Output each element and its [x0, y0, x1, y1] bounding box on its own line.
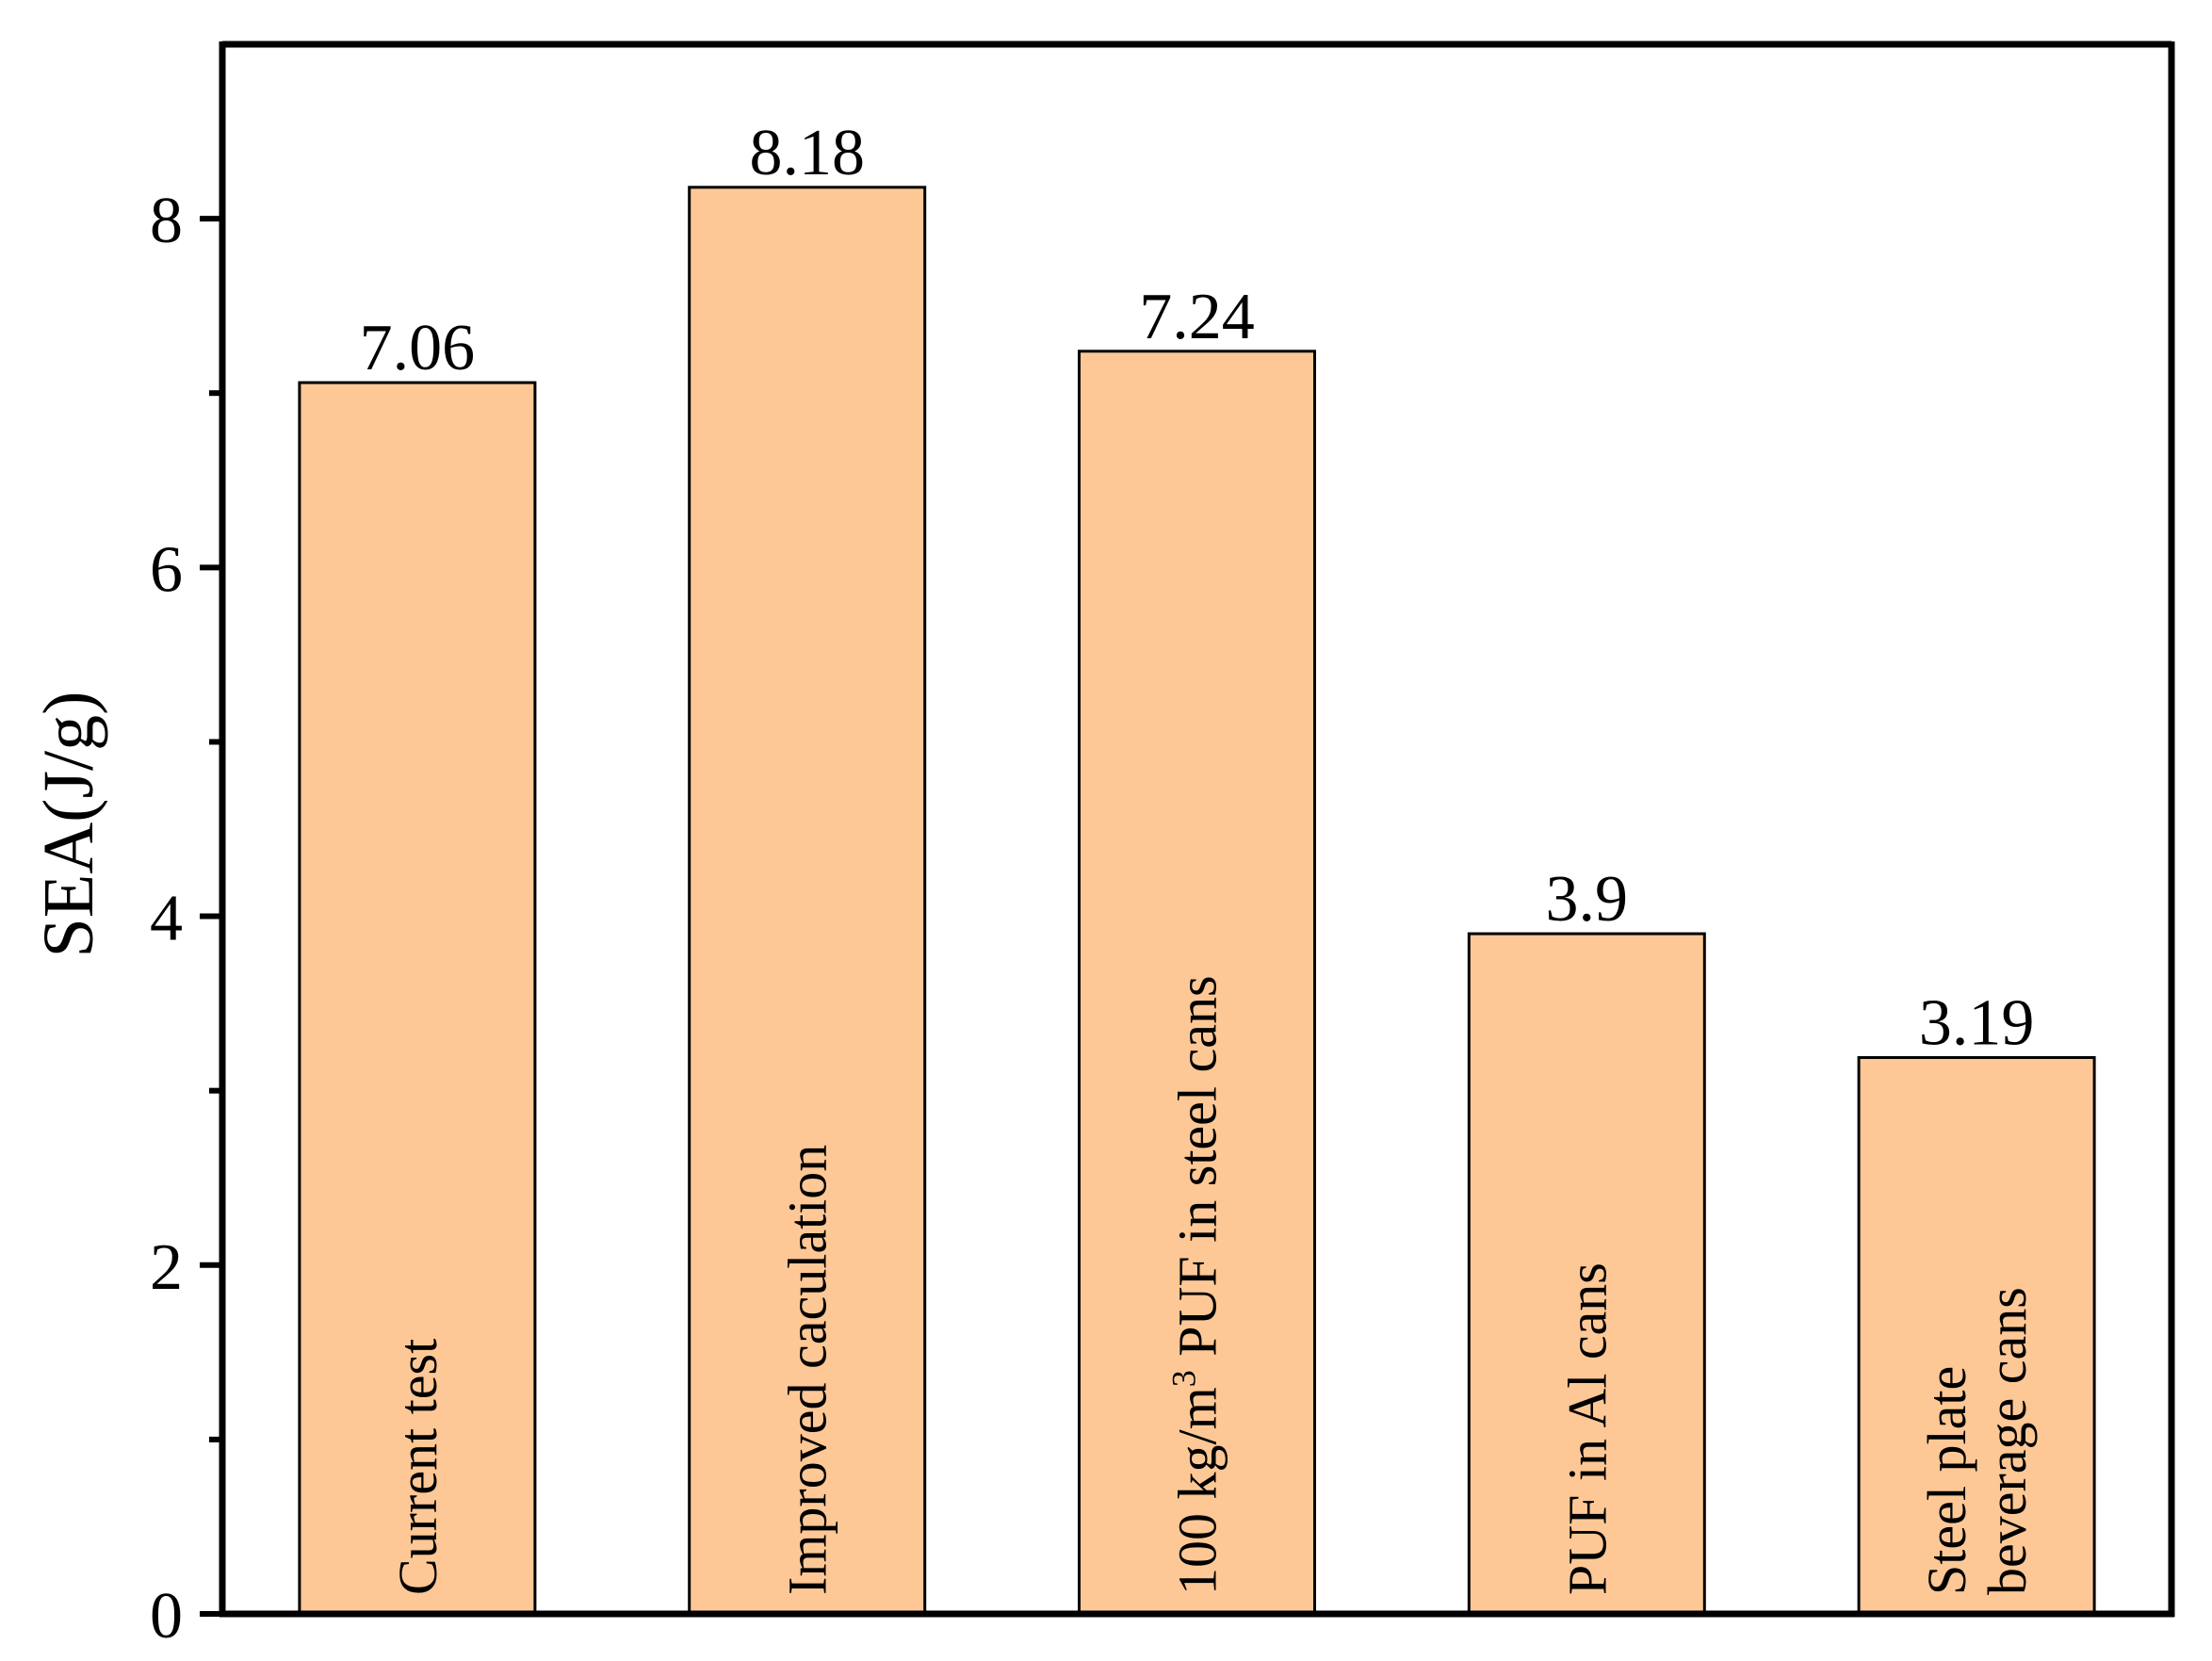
category-label: beverage cans [1976, 1287, 2038, 1595]
data-label: 3.19 [1919, 986, 2035, 1059]
category-label: Steel plate [1916, 1366, 1977, 1595]
data-label: 7.24 [1139, 281, 1255, 353]
y-axis: 0 2 4 6 8 [150, 185, 222, 1653]
category-label: Improved caculation [777, 1145, 838, 1595]
category-label: PUF in Al cans [1556, 1262, 1618, 1595]
category-label: Current test [387, 1339, 448, 1595]
y-tick-label: 6 [150, 533, 183, 606]
bar [298, 381, 537, 1616]
data-label: 8.18 [749, 117, 865, 189]
y-axis-title: SEA(J/g) [29, 692, 108, 958]
y-tick-label: 4 [150, 883, 183, 955]
labels-layer: 7.06 Current test 8.18 Improved caculation 7… [360, 117, 2038, 1595]
bar [688, 186, 927, 1616]
bars-layer [298, 186, 2096, 1616]
data-label: 3.9 [1546, 863, 1629, 936]
y-tick-label: 0 [150, 1580, 183, 1653]
bar [1467, 932, 1706, 1616]
bar [1078, 350, 1316, 1616]
data-label: 7.06 [360, 312, 476, 384]
category-label: 100 kg/m3 PUF in steel cans [1165, 975, 1228, 1595]
plot-frame [219, 41, 2175, 1618]
y-tick-label: 8 [150, 185, 183, 257]
bar [1857, 1055, 2096, 1616]
y-tick-label: 2 [150, 1231, 183, 1304]
